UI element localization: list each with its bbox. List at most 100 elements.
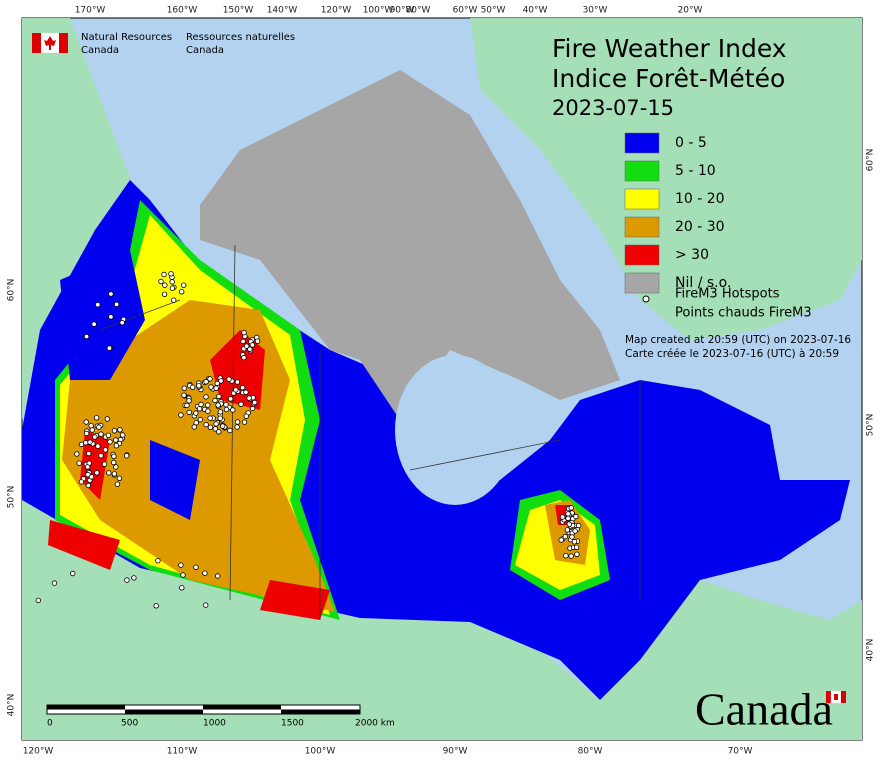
hotspot	[249, 405, 256, 412]
hotspot	[223, 406, 230, 413]
hotspot	[563, 553, 569, 559]
note: Carte créée le 2023-07-16 (UTC) à 20:59	[625, 348, 839, 360]
lon-label: 80°W	[578, 747, 603, 757]
hotspot	[569, 534, 575, 540]
hotspot	[217, 409, 224, 415]
legend-label: 20 - 30	[675, 219, 725, 235]
hotspot	[108, 314, 114, 320]
lon-label: 50°W	[481, 6, 506, 16]
hotspot	[131, 575, 137, 581]
hotspot	[193, 564, 199, 570]
hotspot	[108, 291, 114, 297]
hotspot	[562, 533, 568, 540]
lon-label: 30°W	[583, 6, 608, 16]
hotspot	[212, 397, 218, 404]
hotspot	[218, 378, 224, 384]
hotspot	[216, 393, 222, 400]
hotspot-symbol	[642, 295, 650, 303]
hotspot	[243, 413, 249, 419]
lat-label: 50°N	[866, 414, 876, 437]
lat-label: 50°N	[7, 486, 17, 509]
hotspot	[119, 319, 125, 326]
hotspot	[113, 437, 119, 443]
hotspot	[69, 570, 76, 577]
hotspot	[234, 419, 241, 425]
hotspot-label: Points chauds FireM3	[675, 306, 812, 321]
hotspot	[243, 389, 249, 395]
agency: Natural Resources Canada Ressources natu…	[32, 32, 295, 56]
hotspot	[105, 432, 112, 438]
hotspot	[216, 429, 222, 435]
hotspot	[168, 271, 174, 277]
hotspot	[94, 470, 100, 476]
hotspot	[238, 401, 244, 407]
agency-en: Canada	[81, 45, 119, 56]
date: 2023-07-15	[552, 96, 674, 120]
hotspot	[114, 481, 121, 487]
hotspot	[234, 379, 241, 385]
hotspot	[203, 379, 209, 385]
hotspot	[35, 597, 41, 604]
hotspot	[193, 410, 199, 416]
hotspot	[106, 345, 113, 351]
hotspot	[85, 482, 92, 489]
hotspot	[101, 461, 108, 467]
lon-label: 100°W	[363, 6, 394, 16]
legend-swatch	[624, 160, 660, 182]
hudson-bay	[395, 355, 515, 505]
hotspot	[574, 551, 580, 557]
hotspot	[184, 402, 190, 409]
lon-label: 170°W	[75, 6, 106, 16]
hotspot	[95, 302, 101, 308]
hotspot	[196, 383, 202, 389]
hotspot	[564, 527, 571, 533]
scale-label: 1500	[281, 719, 304, 729]
hotspot	[113, 443, 120, 449]
scale-label: 500	[121, 719, 138, 729]
scale-label: 2000 km	[355, 719, 395, 729]
hotspot	[213, 385, 219, 391]
hotspot	[219, 423, 226, 429]
hotspot	[241, 354, 247, 361]
hotspot	[93, 415, 100, 421]
hotspot	[153, 603, 159, 609]
agency-fr: Ressources naturelles	[186, 32, 295, 43]
hotspot	[226, 376, 232, 382]
hotspot	[202, 602, 209, 608]
hotspot	[158, 278, 164, 285]
hotspot	[83, 419, 89, 425]
lon-label: 20°W	[678, 6, 703, 16]
hotspot	[113, 301, 120, 308]
lon-label: 150°W	[223, 6, 254, 16]
hotspot	[198, 401, 204, 408]
lon-label: 100°W	[305, 747, 336, 757]
hotspot	[568, 505, 574, 511]
red-zones	[48, 330, 330, 620]
hotspot	[107, 439, 113, 445]
flag-leaf	[44, 36, 56, 50]
hotspot	[76, 460, 82, 466]
hotspot	[92, 434, 98, 440]
note: Map created at 20:59 (UTC) on 2023-07-16	[625, 334, 851, 346]
arctic-nil	[200, 70, 620, 420]
lon-label: 140°W	[267, 6, 298, 16]
title-fr: Indice Forêt-Météo	[552, 64, 785, 93]
scale-seg	[281, 709, 360, 714]
legend-label: 5 - 10	[675, 163, 716, 179]
alaska	[22, 18, 130, 420]
lon-label: 60°W	[453, 6, 478, 16]
hotspot	[247, 346, 253, 352]
hotspot	[83, 430, 90, 437]
hotspot	[186, 398, 192, 404]
hotspot	[98, 453, 104, 459]
lon-label: 90°W	[443, 747, 468, 757]
hotspot	[189, 384, 196, 390]
hotspot	[111, 471, 118, 477]
hotspot	[169, 279, 175, 285]
hotspot	[162, 282, 168, 288]
hotspot	[566, 521, 572, 527]
hotspot	[84, 464, 91, 470]
hotspot	[117, 427, 123, 433]
hotspot	[74, 451, 80, 457]
